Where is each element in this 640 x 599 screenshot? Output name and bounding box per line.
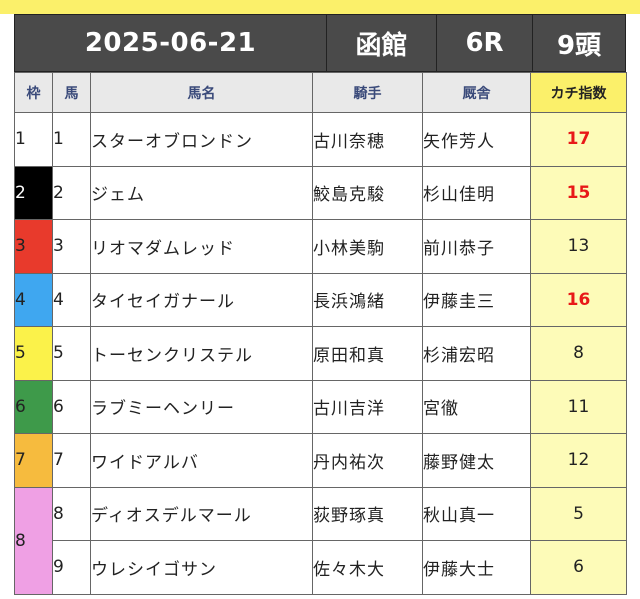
kachi-index-cell: 11 bbox=[530, 379, 627, 434]
trainer-cell: 秋山真一 bbox=[422, 486, 531, 541]
horse-number-cell: 3 bbox=[52, 219, 91, 274]
horse-name-cell: スターオブロンドン bbox=[90, 112, 313, 167]
table-header-row: 枠 馬 馬名 騎手 厩舎 カチ指数 bbox=[14, 72, 627, 113]
kachi-index-cell: 12 bbox=[530, 433, 627, 488]
kachi-index-cell: 17 bbox=[530, 112, 627, 167]
horse-number-cell: 2 bbox=[52, 165, 91, 220]
entries-table: 枠 馬 馬名 騎手 厩舎 カチ指数 1 1 スターオブロンドン 古川奈穂 矢作芳人 17 2… bbox=[14, 72, 627, 595]
table-row: 9 ウレシイゴサン 佐々木大 伊藤大士 6 bbox=[15, 540, 627, 595]
waku-cell: 2 bbox=[14, 165, 53, 220]
trainer-cell: 宮徹 bbox=[422, 379, 531, 434]
trainer-cell: 藤野健太 bbox=[422, 433, 531, 488]
horse-name-cell: ウレシイゴサン bbox=[90, 540, 313, 595]
race-number: 6R bbox=[437, 15, 533, 71]
jockey-cell: 小林美駒 bbox=[312, 219, 423, 274]
trainer-cell: 伊藤圭三 bbox=[422, 272, 531, 327]
kachi-index-cell: 15 bbox=[530, 165, 627, 220]
waku-cell: 6 bbox=[14, 379, 53, 434]
horse-number-cell: 8 bbox=[52, 486, 91, 541]
table-row: 3 3 リオマダムレッド 小林美駒 前川恭子 13 bbox=[14, 219, 627, 274]
table-row: 2 2 ジェム 鮫島克駿 杉山佳明 15 bbox=[14, 165, 627, 220]
waku-cell: 8 bbox=[14, 486, 53, 595]
horse-number-cell: 4 bbox=[52, 272, 91, 327]
horse-name-cell: タイセイガナール bbox=[90, 272, 313, 327]
trainer-cell: 前川恭子 bbox=[422, 219, 531, 274]
table-row: 1 1 スターオブロンドン 古川奈穂 矢作芳人 17 bbox=[14, 112, 627, 167]
horse-number-cell: 5 bbox=[52, 326, 91, 381]
col-header-uma: 馬 bbox=[52, 72, 91, 113]
table-row: 5 5 トーセンクリステル 原田和真 杉浦宏昭 8 bbox=[14, 326, 627, 381]
waku-cell: 1 bbox=[14, 112, 53, 167]
jockey-cell: 丹内祐次 bbox=[312, 433, 423, 488]
runner-count: 9頭 bbox=[556, 30, 602, 61]
jockey-cell: 原田和真 bbox=[312, 326, 423, 381]
horse-name-cell: ディオスデルマール bbox=[90, 486, 313, 541]
trainer-cell: 杉浦宏昭 bbox=[422, 326, 531, 381]
waku-cell: 4 bbox=[14, 272, 53, 327]
trainer-cell: 伊藤大士 bbox=[422, 540, 531, 595]
horse-name-cell: ラブミーヘンリー bbox=[90, 379, 313, 434]
col-header-jockey: 騎手 bbox=[312, 72, 423, 113]
col-header-horse-name: 馬名 bbox=[90, 72, 313, 113]
kachi-index-cell: 16 bbox=[530, 272, 627, 327]
table-row: 4 4 タイセイガナール 長浜鴻緒 伊藤圭三 16 bbox=[14, 272, 627, 327]
race-header: 2025-06-21 函館 6R 9頭 bbox=[14, 14, 626, 72]
horse-number-cell: 7 bbox=[52, 433, 91, 488]
jockey-cell: 古川奈穂 bbox=[312, 112, 423, 167]
col-header-kachi-index: カチ指数 bbox=[530, 72, 627, 113]
horse-name-cell: リオマダムレッド bbox=[90, 219, 313, 274]
waku-cell: 3 bbox=[14, 219, 53, 274]
jockey-cell: 荻野琢真 bbox=[312, 486, 423, 541]
kachi-index-cell: 5 bbox=[530, 486, 627, 541]
jockey-cell: 古川吉洋 bbox=[312, 379, 423, 434]
jockey-cell: 鮫島克駿 bbox=[312, 165, 423, 220]
horse-number-cell: 9 bbox=[52, 540, 91, 595]
jockey-cell: 長浜鴻緒 bbox=[312, 272, 423, 327]
race-venue: 函館 bbox=[327, 15, 437, 71]
horse-name-cell: ワイドアルバ bbox=[90, 433, 313, 488]
waku-cell: 5 bbox=[14, 326, 53, 381]
horse-name-cell: トーセンクリステル bbox=[90, 326, 313, 381]
table-row: 7 7 ワイドアルバ 丹内祐次 藤野健太 12 bbox=[14, 433, 627, 488]
table-body: 1 1 スターオブロンドン 古川奈穂 矢作芳人 17 2 2 ジェム 鮫島克駿 杉山佳明 15 3 3 リオ… bbox=[14, 112, 627, 595]
table-row: 6 6 ラブミーヘンリー 古川吉洋 宮徹 11 bbox=[14, 379, 627, 434]
table-row: 8 8 ディオスデルマール 荻野琢真 秋山真一 5 bbox=[14, 486, 627, 595]
waku-cell: 7 bbox=[14, 433, 53, 488]
race-date: 2025-06-21 bbox=[15, 15, 327, 71]
jockey-cell: 佐々木大 bbox=[312, 540, 423, 595]
top-accent-strip bbox=[0, 0, 640, 14]
horse-number-cell: 6 bbox=[52, 379, 91, 434]
trainer-cell: 矢作芳人 bbox=[422, 112, 531, 167]
kachi-index-cell: 8 bbox=[530, 326, 627, 381]
kachi-index-cell: 13 bbox=[530, 219, 627, 274]
col-header-trainer: 厩舎 bbox=[422, 72, 531, 113]
col-header-waku: 枠 bbox=[14, 72, 53, 113]
horse-number-cell: 1 bbox=[52, 112, 91, 167]
trainer-cell: 杉山佳明 bbox=[422, 165, 531, 220]
horse-name-cell: ジェム bbox=[90, 165, 313, 220]
kachi-index-cell: 6 bbox=[530, 540, 627, 595]
